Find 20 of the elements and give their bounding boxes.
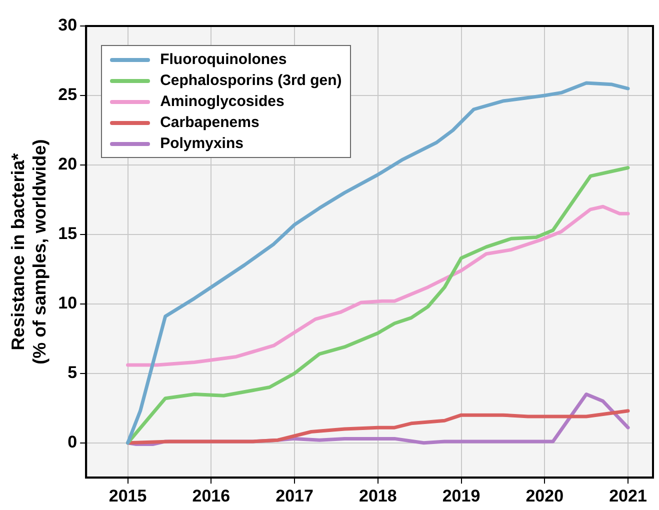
x-tick-label: 2016 <box>192 486 230 506</box>
y-axis-title: Resistance in bacteria* (% of samples, worldwide) <box>8 139 50 364</box>
legend-label: Polymyxins <box>160 134 244 154</box>
y-tick-label: 5 <box>68 363 78 382</box>
x-tick-label: 2017 <box>276 486 314 506</box>
x-tick-label: 2021 <box>609 486 647 506</box>
x-tick-label: 2020 <box>526 486 564 506</box>
y-tick-label: 10 <box>58 294 78 313</box>
legend-label: Fluoroquinolones <box>160 50 287 70</box>
legend-label: Carbapenems <box>160 113 260 133</box>
y-tick-label: 0 <box>68 432 78 452</box>
y-tick-label: 15 <box>58 224 78 244</box>
legend-label: Aminoglycosides <box>160 92 284 112</box>
x-tick-label: 2019 <box>442 486 480 506</box>
y-tick-label: 25 <box>58 85 78 104</box>
x-tick-label: 2015 <box>108 486 147 506</box>
legend-label: Cephalosporins (3rd gen) <box>160 71 342 91</box>
y-tick-label: 30 <box>58 16 78 35</box>
x-tick-label: 2018 <box>358 486 397 506</box>
y-tick-label: 20 <box>58 154 78 174</box>
